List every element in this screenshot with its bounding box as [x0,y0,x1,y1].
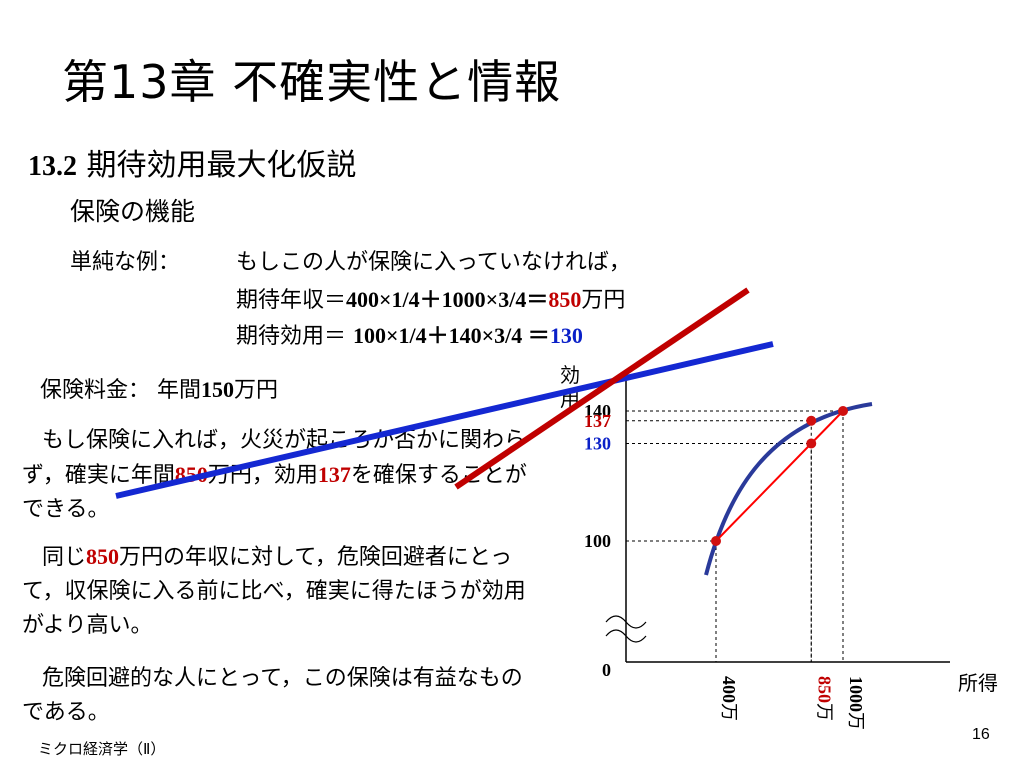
subtitle: 保険の機能 [70,197,196,226]
paragraph-risk-averse: 同じ850万円の年収に対して，危険回避者にとって，収保険に入る前に比べ，確実に得… [22,540,542,643]
expected-income-value: 850 [548,287,582,312]
example-label: 単純な例： [70,250,181,275]
para2-text-c: 万円の年収に対して，危険回避者にとって，収保険に入る前に比べ，確実に得たほうが効… [22,545,526,638]
example-line1: もしこの人が保険に入っていなければ， [236,250,631,275]
para1-text-c: 万円，効用 [207,463,318,488]
y-tick-label: 140 [584,401,611,421]
section-heading: 13.2 期待効用最大化仮説 [28,140,357,184]
premium-label: 保険料金： [40,378,151,403]
data-point [806,415,817,426]
expected-income-formula: 400×1/4＋1000×3/4＝ [346,287,549,312]
example-line2: 期待年収＝400×1/4＋1000×3/4＝850万円 [236,282,625,314]
expected-income-unit: 万円 [581,288,626,313]
premium-pre: 年間 [157,378,202,403]
annotation-red-line [454,287,750,490]
y-tick-label: 130 [584,434,611,454]
section-number: 13.2 [28,151,77,182]
utility-curve [704,402,873,576]
y-tick-label: 137 [584,411,611,431]
para1-text-a: もし保険に入れば，火災が起ころか否かに関わらず，確実に年間 [22,428,527,488]
annotation-blue-line [115,341,774,499]
x-tick-label: 1000万 [845,676,866,730]
para2-income: 850 [86,544,120,569]
data-point [838,406,848,416]
expected-utility-formula: 100×1/4＋140×3/4 ＝ [353,323,550,348]
paragraph-conclusion: 危険回避的な人にとって，この保険は有益なものである。 [22,666,523,725]
footer-course: ミクロ経済学（Ⅱ） [38,740,166,758]
para2-text-a: 同じ [42,545,87,570]
expected-utility-label: 期待効用＝ [236,324,353,349]
para1-utility: 137 [317,462,351,487]
axis-break-mark [605,629,647,643]
page-title: 第13章 不確実性と情報 [62,55,562,109]
data-point [711,536,721,546]
page-number: 16 [972,726,990,743]
data-point [806,438,817,449]
expected-income-label: 期待年収＝ [236,288,347,313]
para1-text-e: を確保することができる。 [22,463,527,522]
premium-value: 150 [201,377,235,402]
example-line3: 期待効用＝ 100×1/4＋140×3/4 ＝130 [236,318,583,350]
expected-utility-chord [715,410,844,542]
y-tick-label: 100 [584,531,611,551]
paragraph-insurance: もし保険に入れば，火災が起ころか否かに関わらず，確実に年間850万円，効用137… [22,424,542,527]
x-axis-label: 所得 [958,671,998,695]
section-text: 期待効用最大化仮説 [77,148,357,183]
x-tick-label: 850万 [813,676,834,721]
expected-utility-value: 130 [549,323,583,348]
axis-break-mark [605,615,647,629]
premium-line: 保険料金： 年間150万円 [40,372,278,404]
origin-label: 0 [602,660,611,680]
x-tick-label: 400万 [718,676,739,721]
premium-unit: 万円 [234,378,279,403]
